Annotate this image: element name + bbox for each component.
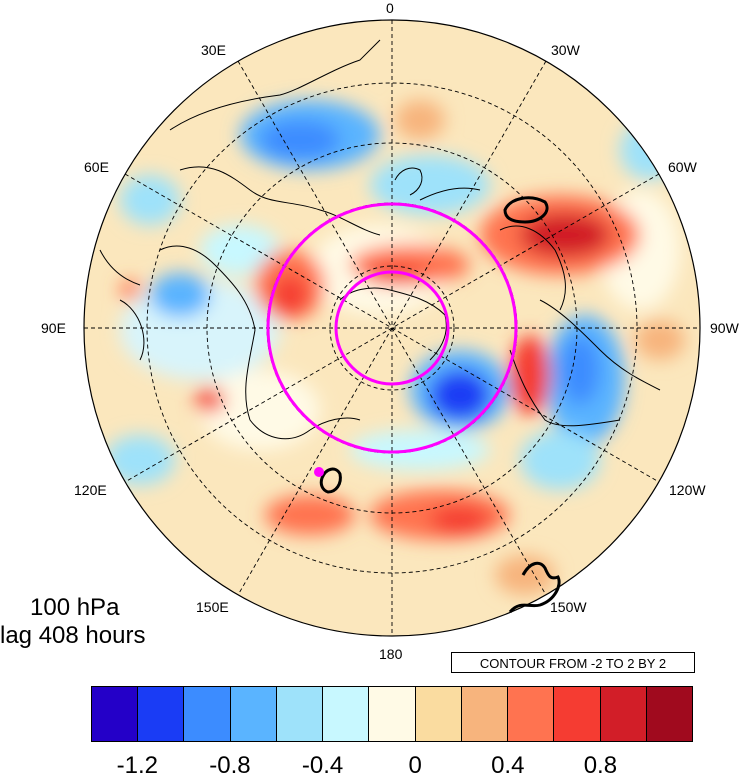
colorbar-swatch-7 bbox=[415, 687, 462, 741]
location-marker bbox=[314, 467, 324, 477]
colorbar-swatch-12 bbox=[646, 687, 693, 741]
colorbar-swatch-8 bbox=[461, 687, 509, 741]
colorbar-tick-label: -1.2 bbox=[116, 752, 158, 779]
lon-label-150e: 150E bbox=[196, 599, 229, 615]
colorbar-swatch-2 bbox=[184, 687, 231, 741]
lon-label-120w: 120W bbox=[669, 482, 706, 498]
colorbar-tick-label: -0.4 bbox=[301, 752, 344, 779]
map-border bbox=[83, 19, 701, 637]
colorbar-swatch-3 bbox=[230, 687, 277, 741]
graticule bbox=[84, 20, 700, 636]
magenta-rings bbox=[266, 202, 518, 454]
contour-info-box: CONTOUR FROM -2 TO 2 BY 2 bbox=[451, 652, 695, 673]
colorbar-swatch-0 bbox=[92, 687, 139, 741]
colorbar-swatch-9 bbox=[508, 687, 555, 741]
colorbar-tick-label: 0 bbox=[408, 752, 422, 779]
anomaly-field bbox=[105, 100, 685, 595]
lon-label-90e: 90E bbox=[41, 320, 66, 336]
significance-contours bbox=[319, 196, 561, 614]
lon-label-150w: 150W bbox=[550, 599, 587, 615]
colorbar-swatch-5 bbox=[323, 687, 370, 741]
lon-label-180: 180 bbox=[379, 646, 403, 662]
colorbar-swatch-6 bbox=[369, 687, 416, 741]
coastlines bbox=[99, 39, 661, 440]
lon-label-60w: 60W bbox=[668, 159, 697, 175]
colorbar-swatch-1 bbox=[138, 687, 185, 741]
lon-label-60e: 60E bbox=[84, 159, 109, 175]
lon-label-120e: 120E bbox=[74, 482, 107, 498]
colorbar-swatch-4 bbox=[276, 687, 324, 741]
colorbar-swatch-11 bbox=[600, 687, 647, 741]
lon-label-90w: 90W bbox=[710, 320, 739, 336]
colorbar bbox=[91, 686, 693, 742]
pressure-level: 100 hPa bbox=[30, 594, 120, 621]
colorbar-swatch-10 bbox=[554, 687, 601, 741]
colorbar-tick-label: 0.8 bbox=[583, 752, 618, 779]
lag-label: lag 408 hours bbox=[0, 622, 146, 649]
colorbar-tick-label: 0.4 bbox=[491, 752, 525, 779]
lon-label-30w: 30W bbox=[551, 42, 580, 58]
lon-label-30e: 30E bbox=[201, 42, 226, 58]
lon-label-0: 0 bbox=[386, 0, 394, 16]
colorbar-tick-label: -0.8 bbox=[209, 752, 251, 779]
